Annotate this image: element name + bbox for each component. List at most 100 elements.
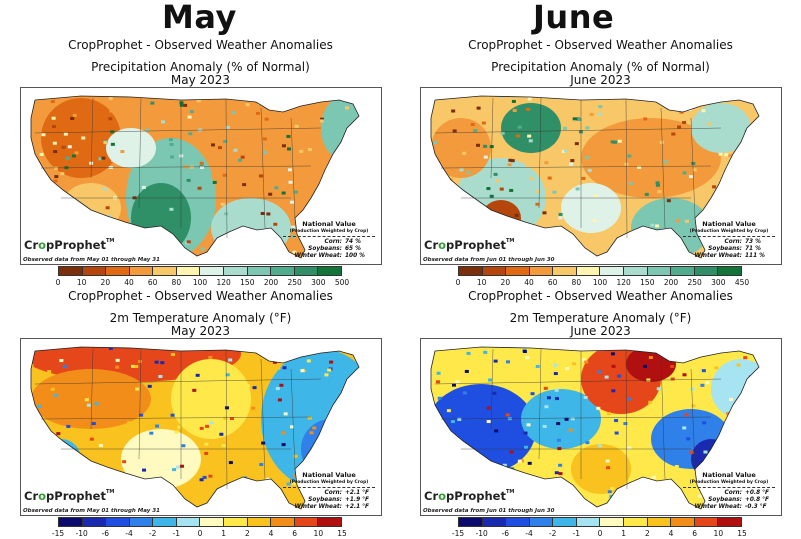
panel-june-precipitation: CropProphet - Observed Weather Anomalies… (400, 0, 801, 269)
color-scale-swatch (224, 518, 248, 526)
cropprophet-logo: CropProphetTM (24, 489, 114, 503)
color-scale-swatch (671, 518, 695, 526)
color-scale-tick-label: -1 (573, 529, 580, 538)
national-value-row: Winter Wheat:100 % (283, 253, 375, 260)
national-value-subtitle: (Production Weighted by Crop) (683, 228, 775, 237)
color-scale-bar (58, 517, 342, 527)
national-value-title: National Value (683, 221, 775, 228)
color-scale-tick-label: 4 (669, 529, 674, 538)
panel-subtitle: Precipitation Anomaly (% of Normal) (0, 60, 401, 74)
color-scale-tick-label: -2 (149, 529, 156, 538)
observed-period-note: Observed data from May 01 through May 31 (23, 508, 160, 514)
panel-subtitle: 2m Temperature Anomaly (°F) (0, 311, 401, 325)
observed-period-note: Observed data from Jun 01 through Jun 30 (423, 508, 554, 514)
color-scale-tick-label: 1 (221, 529, 226, 538)
national-value-row: Winter Wheat:111 % (683, 253, 775, 260)
national-value-row: Soybeans:+1.9 °F (283, 497, 375, 504)
color-scale-swatch (130, 518, 154, 526)
national-value-row: Corn:73 % (683, 239, 775, 246)
national-value-row: Corn:74 % (283, 239, 375, 246)
color-scale-swatch (648, 518, 672, 526)
color-scale-tick-label: -15 (452, 529, 464, 538)
color-scale-swatch (59, 518, 83, 526)
national-value-row: Winter Wheat:-0.3 °F (683, 504, 775, 511)
panel-period: May 2023 (0, 324, 401, 338)
color-scale-tick-label: -6 (102, 529, 109, 538)
anomaly-map: CropProphetTM Observed data from Jun 01 … (420, 87, 782, 265)
color-scale-tick-label: 2 (245, 529, 250, 538)
color-scale-swatch (248, 518, 272, 526)
anomaly-map: CropProphetTM Observed data from May 01 … (20, 87, 382, 265)
color-scale-swatch (83, 518, 107, 526)
color-scale-tick-label: -6 (502, 529, 509, 538)
panel-period: June 2023 (400, 324, 801, 338)
panel-title: CropProphet - Observed Weather Anomalies (0, 38, 401, 52)
color-scale-tick-label: 0 (598, 529, 603, 538)
color-scale-tick-label: -1 (173, 529, 180, 538)
observed-period-note: Observed data from Jun 01 through Jun 30 (423, 257, 554, 263)
national-value-box: National Value (Production Weighted by C… (683, 472, 775, 511)
color-scale-swatch (624, 518, 648, 526)
color-scale-swatch (577, 518, 601, 526)
color-scale-tick-label: -10 (476, 529, 488, 538)
panel-may-precipitation: CropProphet - Observed Weather Anomalies… (0, 0, 401, 269)
panel-title: CropProphet - Observed Weather Anomalies (0, 289, 401, 303)
color-scale-tick-label: 2 (645, 529, 650, 538)
color-scale-swatch (530, 518, 554, 526)
color-scale-tick-label: 6 (292, 529, 297, 538)
color-scale-tick-label: -10 (76, 529, 88, 538)
color-scale-tick-label: 4 (269, 529, 274, 538)
cropprophet-logo: CropProphetTM (424, 238, 514, 252)
color-scale-swatch (718, 518, 741, 526)
observed-period-note: Observed data from May 01 through May 31 (23, 257, 160, 263)
color-scale-swatch (318, 518, 341, 526)
color-scale-swatch (553, 518, 577, 526)
color-scale-swatch (483, 518, 507, 526)
color-scale-swatch (153, 518, 177, 526)
panel-title: CropProphet - Observed Weather Anomalies (400, 289, 801, 303)
color-scale-tick-label: 15 (337, 529, 347, 538)
color-scale-swatch (506, 518, 530, 526)
national-value-box: National Value (Production Weighted by C… (283, 221, 375, 260)
national-value-title: National Value (683, 472, 775, 479)
national-value-row: Soybeans:65 % (283, 246, 375, 253)
color-scale-swatch (106, 518, 130, 526)
color-scale-swatch (271, 518, 295, 526)
panel-june-temperature: CropProphet - Observed Weather Anomalies… (400, 269, 801, 538)
national-value-subtitle: (Production Weighted by Crop) (283, 479, 375, 488)
panel-period: June 2023 (400, 73, 801, 87)
color-scale-swatch (459, 518, 483, 526)
color-scale-bar (458, 517, 742, 527)
color-scale-tick-label: 6 (692, 529, 697, 538)
national-value-row: Winter Wheat:+2.1 °F (283, 504, 375, 511)
color-scale-tick-label: 0 (198, 529, 203, 538)
panel-may-temperature: CropProphet - Observed Weather Anomalies… (0, 269, 401, 538)
national-value-box: National Value (Production Weighted by C… (683, 221, 775, 260)
color-scale-swatch (600, 518, 624, 526)
national-value-row: Soybeans:71 % (683, 246, 775, 253)
color-scale-tick-label: -4 (525, 529, 532, 538)
national-value-subtitle: (Production Weighted by Crop) (283, 228, 375, 237)
national-value-title: National Value (283, 472, 375, 479)
national-value-box: National Value (Production Weighted by C… (283, 472, 375, 511)
color-scale-swatch (200, 518, 224, 526)
national-value-row: Soybeans:+0.8 °F (683, 497, 775, 504)
anomaly-map: CropProphetTM Observed data from Jun 01 … (420, 338, 782, 516)
panel-title: CropProphet - Observed Weather Anomalies (400, 38, 801, 52)
color-scale-tick-label: 10 (314, 529, 324, 538)
color-scale-swatch (295, 518, 319, 526)
color-scale-tick-label: -4 (125, 529, 132, 538)
cropprophet-logo: CropProphetTM (24, 238, 114, 252)
national-value-title: National Value (283, 221, 375, 228)
color-scale-tick-label: 10 (714, 529, 724, 538)
cropprophet-logo: CropProphetTM (424, 489, 514, 503)
national-value-row: Corn:+0.8 °F (683, 490, 775, 497)
panel-subtitle: 2m Temperature Anomaly (°F) (400, 311, 801, 325)
color-scale-tick-label: 15 (737, 529, 747, 538)
color-scale-swatch (177, 518, 201, 526)
panel-period: May 2023 (0, 73, 401, 87)
color-scale-tick-label: 1 (621, 529, 626, 538)
anomaly-map: CropProphetTM Observed data from May 01 … (20, 338, 382, 516)
national-value-subtitle: (Production Weighted by Crop) (683, 479, 775, 488)
national-value-row: Corn:+2.1 °F (283, 490, 375, 497)
